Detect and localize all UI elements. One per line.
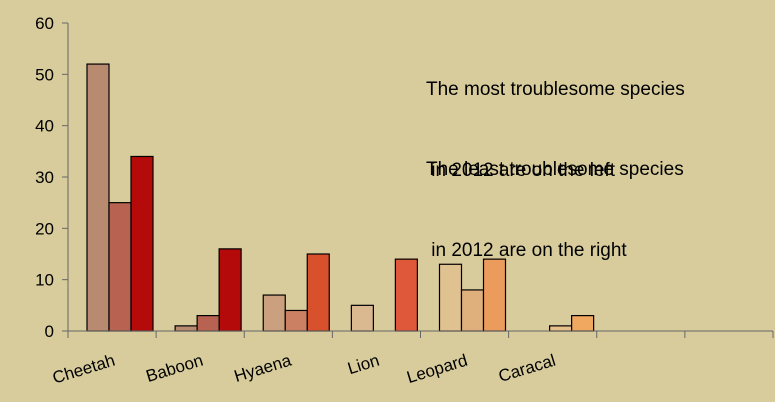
bar — [174, 325, 198, 332]
annotation-line: The most troublesome species — [426, 79, 685, 100]
x-tick-label: Hyaena — [232, 351, 294, 386]
annotation-line: in 2012 are on the right — [426, 240, 627, 261]
bar — [350, 304, 374, 332]
bar — [108, 202, 132, 332]
annotation-most-troublesome: The most troublesome species in 2012 are… — [426, 22, 685, 238]
x-tick-label: Lion — [345, 351, 381, 379]
bar — [196, 315, 220, 332]
bar — [306, 253, 330, 332]
x-tick-label: Cheetah — [50, 351, 117, 388]
x-tick-label: Baboon — [144, 351, 206, 386]
x-tick-label: Leopard — [405, 351, 470, 387]
y-tick-label: 20 — [35, 219, 54, 238]
annotation-line: The least troublesome species — [426, 159, 684, 180]
y-tick-label: 40 — [35, 117, 54, 136]
bar — [394, 258, 418, 332]
y-tick-label: 60 — [35, 14, 54, 33]
bar — [218, 248, 242, 332]
y-tick-label: 30 — [35, 168, 54, 187]
bar — [130, 155, 154, 332]
annotation-least-troublesome: The least troublesome species in 2012 ar… — [426, 102, 684, 318]
bar — [549, 325, 573, 332]
y-tick-label: 50 — [35, 65, 54, 84]
bar — [284, 309, 308, 332]
y-tick-label: 0 — [45, 322, 54, 341]
annotation-line: in 2012 are on the left — [426, 160, 616, 181]
bar — [86, 63, 110, 332]
y-tick-label: 10 — [35, 271, 54, 290]
x-tick-label: Caracal — [496, 351, 558, 386]
bar — [262, 294, 286, 332]
